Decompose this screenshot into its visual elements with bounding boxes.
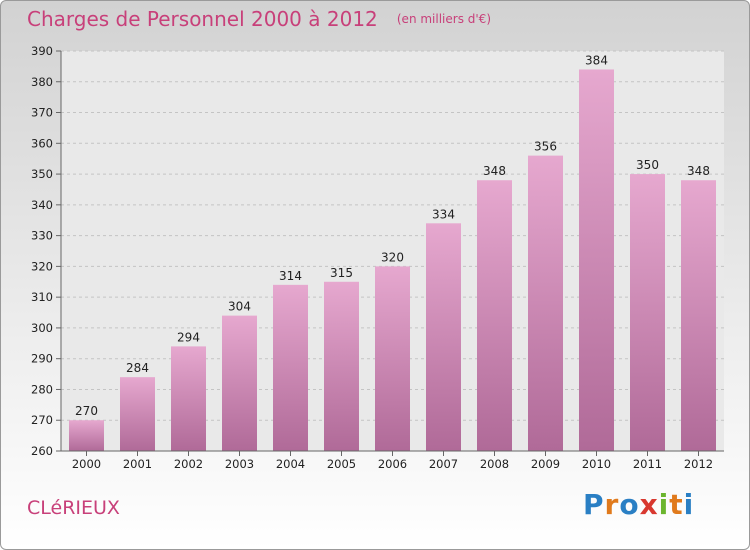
x-tick-label-2011: 2011 — [633, 457, 662, 471]
y-tick-label: 260 — [31, 444, 53, 458]
bar-2008 — [477, 180, 512, 451]
value-label-2005: 315 — [330, 266, 353, 280]
y-tick-label: 320 — [31, 259, 53, 273]
logo-letter: i — [658, 488, 670, 521]
value-label-2007: 334 — [432, 207, 455, 221]
x-tick-label-2003: 2003 — [225, 457, 254, 471]
value-label-2001: 284 — [126, 361, 149, 375]
y-tick-label: 390 — [31, 44, 53, 58]
y-tick-label: 310 — [31, 290, 53, 304]
x-tick-label-2009: 2009 — [531, 457, 560, 471]
bar-2004 — [273, 284, 308, 451]
x-tick-label-2007: 2007 — [429, 457, 458, 471]
logo-letter: P — [583, 488, 605, 521]
x-tick-label-2005: 2005 — [327, 457, 356, 471]
chart-subtitle: (en milliers d'€) — [396, 12, 491, 26]
y-tick-label: 300 — [31, 321, 53, 335]
bar-2011 — [630, 174, 665, 452]
bar-2012 — [681, 180, 716, 451]
bar-2006 — [375, 266, 410, 451]
value-label-2010: 384 — [585, 53, 608, 67]
y-tick-label: 290 — [31, 352, 53, 366]
logo-letter: o — [619, 488, 640, 521]
value-label-2003: 304 — [228, 300, 251, 314]
value-label-2011: 350 — [636, 158, 659, 172]
x-tick-label-2006: 2006 — [378, 457, 407, 471]
logo-letter: i — [683, 488, 695, 521]
x-tick-layer: 2000 2001 2002 2003 2004 2005 2006 2007 2008 2009… — [72, 451, 713, 471]
proxiti-logo[interactable]: Proxiti — [583, 488, 694, 521]
title-row: Charges de Personnel 2000 à 2012 (en mil… — [27, 7, 491, 31]
x-tick-label-2002: 2002 — [174, 457, 203, 471]
y-tick-label: 280 — [31, 382, 53, 396]
x-tick-label-2004: 2004 — [276, 457, 305, 471]
bar-layer: 270 284 294 304 314 315 320 334 348 356 384 350 348 — [69, 53, 716, 452]
value-label-2009: 356 — [534, 140, 557, 154]
value-label-2008: 348 — [483, 164, 506, 178]
bar-2007 — [426, 223, 461, 451]
logo-letter: r — [604, 488, 620, 521]
y-tick-label: 340 — [31, 198, 53, 212]
value-label-2012: 348 — [687, 164, 710, 178]
x-tick-label-2012: 2012 — [684, 457, 713, 471]
y-tick-label: 360 — [31, 136, 53, 150]
y-tick-label: 270 — [31, 413, 53, 427]
y-tick-label: 330 — [31, 229, 53, 243]
x-tick-label-2000: 2000 — [72, 457, 101, 471]
bar-2001 — [120, 377, 155, 451]
bar-2005 — [324, 281, 359, 451]
y-tick-layer: 260 270 280 290 300 310 320 330 340 350 360 370 380 3… — [31, 44, 61, 458]
y-tick-label: 380 — [31, 75, 53, 89]
value-label-2000: 270 — [75, 404, 98, 418]
bar-2003 — [222, 315, 257, 451]
logo-letter: t — [669, 488, 684, 521]
x-tick-label-2008: 2008 — [480, 457, 509, 471]
bar-2000 — [69, 420, 104, 451]
value-label-2004: 314 — [279, 269, 302, 283]
logo-letter: x — [639, 488, 659, 521]
y-tick-label: 370 — [31, 106, 53, 120]
x-tick-label-2001: 2001 — [123, 457, 152, 471]
bar-2009 — [528, 155, 563, 451]
value-label-2006: 320 — [381, 250, 404, 264]
value-label-2002: 294 — [177, 330, 200, 344]
bar-2002 — [171, 346, 206, 451]
chart-title: Charges de Personnel 2000 à 2012 — [27, 7, 378, 31]
commune-name: CLéRIEUX — [27, 497, 120, 519]
y-tick-label: 350 — [31, 167, 53, 181]
x-tick-label-2010: 2010 — [582, 457, 611, 471]
bar-2010 — [579, 69, 614, 451]
